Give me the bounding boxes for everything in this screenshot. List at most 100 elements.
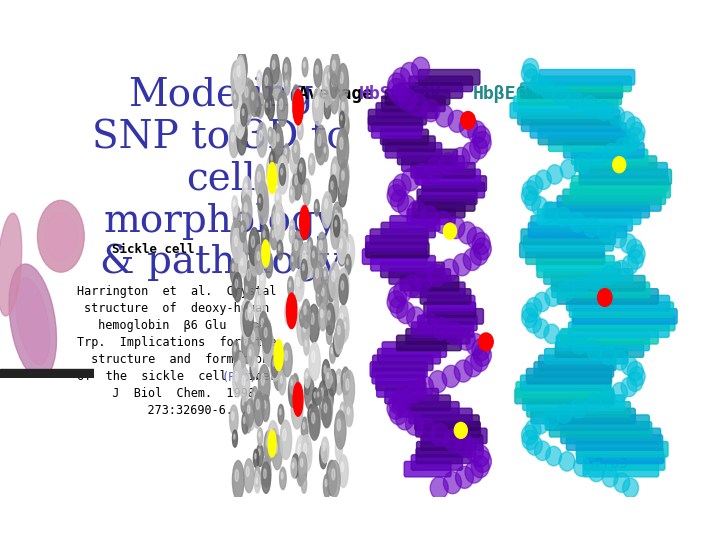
FancyBboxPatch shape <box>583 461 659 477</box>
Circle shape <box>282 343 292 377</box>
Circle shape <box>259 312 268 342</box>
FancyBboxPatch shape <box>521 83 623 98</box>
Circle shape <box>387 291 405 313</box>
Circle shape <box>290 220 294 236</box>
Circle shape <box>254 408 260 428</box>
FancyBboxPatch shape <box>385 90 450 105</box>
Circle shape <box>249 227 260 266</box>
Circle shape <box>335 220 337 227</box>
Circle shape <box>405 413 423 435</box>
Circle shape <box>237 66 240 77</box>
Circle shape <box>235 65 246 104</box>
Circle shape <box>522 430 538 450</box>
Circle shape <box>243 308 247 320</box>
Circle shape <box>573 276 589 296</box>
Circle shape <box>522 181 538 200</box>
Circle shape <box>231 80 239 106</box>
Circle shape <box>243 301 253 336</box>
FancyBboxPatch shape <box>526 249 605 264</box>
Circle shape <box>325 75 328 86</box>
Circle shape <box>333 60 336 71</box>
Circle shape <box>447 217 465 239</box>
Circle shape <box>342 317 349 340</box>
Circle shape <box>274 340 283 370</box>
Circle shape <box>322 390 333 427</box>
Circle shape <box>315 200 319 216</box>
Circle shape <box>612 350 628 370</box>
Circle shape <box>235 248 243 276</box>
Circle shape <box>429 370 447 393</box>
Circle shape <box>522 308 538 328</box>
Circle shape <box>242 375 245 386</box>
Circle shape <box>456 466 474 488</box>
Circle shape <box>264 325 266 334</box>
FancyBboxPatch shape <box>417 442 476 457</box>
Circle shape <box>342 235 344 245</box>
Circle shape <box>294 145 297 152</box>
FancyBboxPatch shape <box>531 215 632 231</box>
Circle shape <box>269 131 271 136</box>
Circle shape <box>233 284 235 289</box>
Circle shape <box>327 373 329 379</box>
Circle shape <box>274 132 277 144</box>
Circle shape <box>340 164 348 195</box>
Circle shape <box>233 364 243 397</box>
Circle shape <box>237 55 244 79</box>
Circle shape <box>299 273 301 279</box>
Circle shape <box>336 332 339 341</box>
Circle shape <box>303 179 310 206</box>
Circle shape <box>337 129 346 160</box>
Circle shape <box>263 230 265 238</box>
Circle shape <box>462 142 480 164</box>
Circle shape <box>271 130 276 148</box>
Circle shape <box>413 164 431 186</box>
Circle shape <box>301 314 302 319</box>
Circle shape <box>337 419 341 431</box>
Circle shape <box>333 226 336 235</box>
Circle shape <box>318 134 321 146</box>
Circle shape <box>271 175 273 180</box>
Circle shape <box>341 276 343 287</box>
Circle shape <box>255 96 261 117</box>
FancyBboxPatch shape <box>393 395 451 410</box>
Circle shape <box>233 69 236 79</box>
Circle shape <box>332 202 343 237</box>
Circle shape <box>242 189 247 206</box>
Circle shape <box>235 237 238 247</box>
FancyBboxPatch shape <box>545 415 649 430</box>
Circle shape <box>244 260 256 300</box>
Circle shape <box>393 174 411 196</box>
Circle shape <box>268 127 273 144</box>
Circle shape <box>292 231 303 268</box>
Circle shape <box>245 86 248 97</box>
FancyBboxPatch shape <box>390 215 440 231</box>
Circle shape <box>251 330 255 342</box>
Circle shape <box>314 392 315 398</box>
FancyBboxPatch shape <box>377 382 426 397</box>
Circle shape <box>465 440 483 462</box>
Circle shape <box>272 354 276 364</box>
FancyBboxPatch shape <box>400 275 459 291</box>
Circle shape <box>307 237 312 255</box>
FancyBboxPatch shape <box>549 422 652 437</box>
Circle shape <box>257 172 260 182</box>
Circle shape <box>444 429 462 451</box>
Circle shape <box>256 444 264 467</box>
FancyBboxPatch shape <box>537 262 621 278</box>
Circle shape <box>294 176 297 185</box>
Circle shape <box>526 298 542 317</box>
Circle shape <box>285 148 287 154</box>
Circle shape <box>439 153 457 175</box>
Circle shape <box>321 287 324 296</box>
Circle shape <box>332 217 334 224</box>
Circle shape <box>240 368 250 401</box>
Circle shape <box>234 345 235 352</box>
Circle shape <box>299 125 300 131</box>
FancyBboxPatch shape <box>544 269 633 284</box>
Circle shape <box>324 202 327 212</box>
Circle shape <box>274 443 277 453</box>
Circle shape <box>258 428 263 445</box>
Circle shape <box>324 147 325 153</box>
FancyBboxPatch shape <box>572 149 648 165</box>
Circle shape <box>327 460 337 496</box>
